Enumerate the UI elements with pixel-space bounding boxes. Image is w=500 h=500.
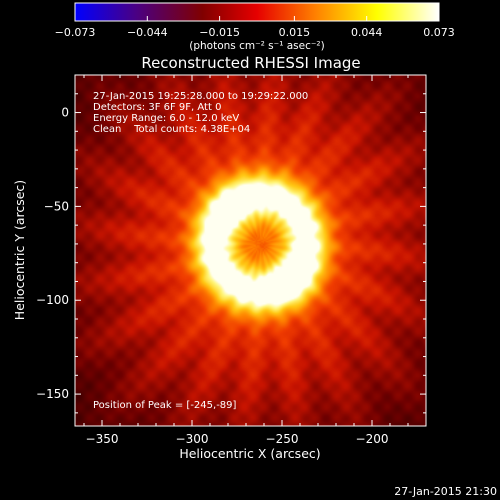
y-tick-label: −50	[44, 199, 69, 213]
colorbar-tick-label: −0.073	[55, 26, 96, 39]
x-tick-label: −200	[356, 432, 389, 446]
colorbar-unit-label: (photons cm⁻² s⁻¹ asec⁻²)	[189, 40, 324, 52]
x-tick-label: −250	[266, 432, 299, 446]
y-tick-label: −100	[36, 293, 69, 307]
annotation-detectors: Detectors: 3F 6F 9F, Att 0	[93, 102, 221, 113]
annotation-energy-range: Energy Range: 6.0 - 12.0 keV	[93, 113, 239, 124]
annotation-time-range: 27-Jan-2015 19:25:28.000 to 19:29:22.000	[93, 91, 308, 102]
y-axis-label: Heliocentric Y (arcsec)	[12, 180, 27, 320]
y-tick-label: −150	[36, 387, 69, 401]
axis-ticks: −350 −300 −250 −200 0 −50 −100 −150	[36, 75, 427, 446]
colorbar: −0.073 −0.044 −0.015 0.015 0.044 0.073 (photo…	[55, 2, 455, 52]
x-axis-label: Heliocentric X (arcsec)	[179, 446, 320, 461]
chart-title: Reconstructed RHESSI Image	[141, 54, 360, 72]
peak-position-label: Position of Peak = [-245,-89]	[93, 400, 237, 411]
annotation-block: 27-Jan-2015 19:25:28.000 to 19:29:22.000…	[93, 91, 308, 135]
heatmap-image	[75, 75, 426, 426]
colorbar-tick-label: 0.073	[423, 26, 455, 39]
colorbar-tick-label: −0.015	[199, 26, 240, 39]
plot-frame	[74, 74, 427, 427]
annotation-clean-counts: Clean Total counts: 4.38E+04	[93, 124, 250, 135]
colorbar-ticks: −0.073 −0.044 −0.015 0.015 0.044 0.073	[55, 16, 455, 39]
y-tick-label: 0	[61, 106, 69, 120]
footer-timestamp: 27-Jan-2015 21:30	[394, 485, 497, 498]
colorbar-tick-label: 0.015	[279, 26, 311, 39]
colorbar-tick-label: −0.044	[127, 26, 168, 39]
x-tick-label: −350	[86, 432, 119, 446]
colorbar-tick-label: 0.044	[351, 26, 383, 39]
plot-area: −350 −300 −250 −200 0 −50 −100 −150	[36, 74, 427, 446]
x-tick-label: −300	[176, 432, 209, 446]
colorbar-gradient	[74, 2, 440, 22]
